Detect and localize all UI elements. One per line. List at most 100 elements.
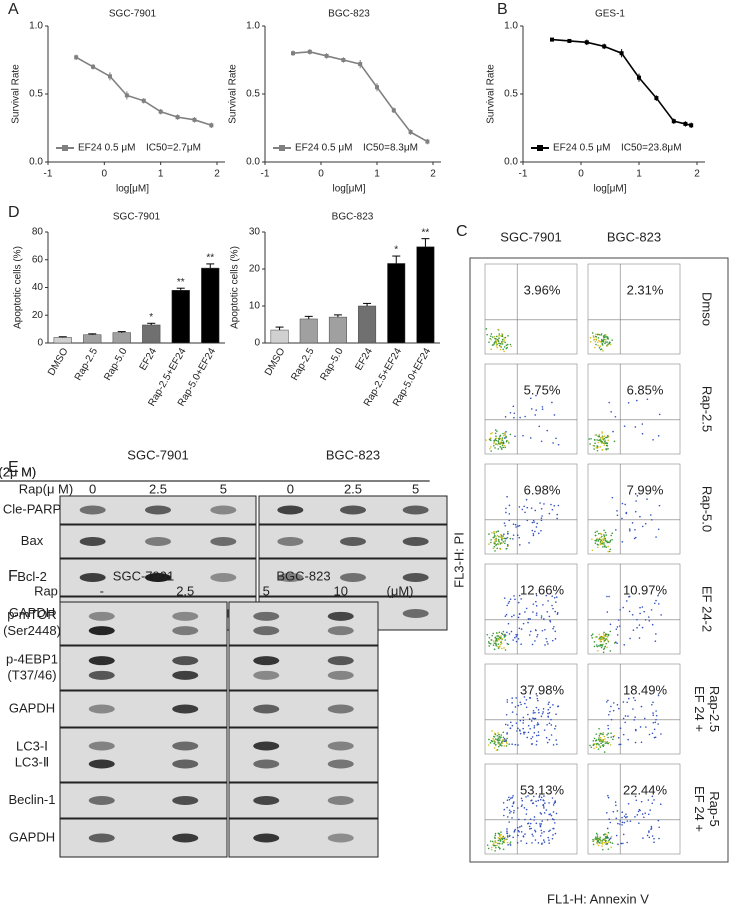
event-dot bbox=[654, 721, 657, 724]
lane-label: 0 bbox=[287, 481, 294, 496]
event-dot bbox=[494, 550, 496, 552]
bar bbox=[270, 329, 289, 344]
event-dot bbox=[542, 604, 544, 606]
blot-band bbox=[172, 626, 199, 636]
event-dot bbox=[601, 845, 603, 847]
event-dot bbox=[521, 508, 524, 511]
event-dot bbox=[631, 614, 634, 616]
event-dot bbox=[650, 609, 653, 611]
event-dot bbox=[607, 732, 610, 735]
event-dot bbox=[525, 706, 528, 709]
flow-plot bbox=[484, 263, 578, 355]
event-dot bbox=[633, 537, 636, 540]
event-dot bbox=[492, 644, 495, 646]
event-dot bbox=[501, 437, 504, 439]
x-tick-label: 2 bbox=[214, 169, 220, 180]
event-dot bbox=[520, 598, 522, 600]
event-dot bbox=[651, 623, 654, 626]
event-dot bbox=[494, 834, 497, 837]
event-dot bbox=[531, 842, 533, 844]
point bbox=[683, 121, 688, 126]
event-dot bbox=[495, 345, 498, 347]
x-tick-label: 0 bbox=[102, 169, 108, 180]
event-dot bbox=[532, 795, 535, 798]
x-tick-label: EF24 bbox=[353, 346, 375, 373]
event-dot bbox=[634, 426, 637, 428]
event-dot bbox=[603, 542, 605, 544]
event-dot bbox=[601, 638, 604, 640]
event-dot bbox=[652, 712, 654, 714]
event-dot bbox=[512, 639, 514, 641]
event-dot bbox=[489, 642, 492, 645]
blot-band bbox=[88, 670, 115, 680]
point bbox=[158, 109, 163, 114]
event-dot bbox=[617, 843, 619, 846]
event-dot bbox=[598, 333, 601, 336]
event-dot bbox=[489, 742, 492, 744]
event-dot bbox=[546, 724, 548, 726]
event-dot bbox=[594, 335, 597, 338]
event-dot bbox=[540, 440, 543, 443]
point bbox=[602, 44, 607, 49]
event-dot bbox=[508, 821, 511, 823]
event-dot bbox=[612, 709, 615, 712]
event-dot bbox=[599, 541, 602, 543]
event-dot bbox=[493, 530, 495, 533]
event-dot bbox=[500, 635, 502, 637]
event-dot bbox=[603, 639, 606, 642]
event-dot bbox=[511, 724, 514, 727]
event-dot bbox=[615, 804, 617, 807]
event-dot bbox=[534, 414, 537, 416]
event-dot bbox=[527, 731, 530, 734]
blot-band bbox=[253, 741, 280, 751]
event-dot bbox=[495, 537, 497, 540]
event-dot bbox=[504, 649, 507, 651]
event-dot bbox=[494, 832, 497, 835]
event-dot bbox=[488, 738, 490, 741]
event-dot bbox=[495, 643, 497, 646]
event-dot bbox=[508, 504, 511, 507]
event-dot bbox=[602, 538, 604, 540]
blot-band bbox=[253, 704, 280, 714]
row-label: LC3-Ⅰ bbox=[16, 738, 48, 753]
event-dot bbox=[500, 536, 503, 538]
significance: ** bbox=[206, 253, 214, 264]
event-dot bbox=[498, 437, 501, 440]
y-tick-label: 0.0 bbox=[246, 157, 260, 168]
event-dot bbox=[518, 524, 521, 527]
panel-letter: F bbox=[8, 568, 18, 585]
event-dot bbox=[507, 440, 509, 443]
event-dot bbox=[617, 736, 620, 739]
event-dot bbox=[489, 840, 492, 842]
event-dot bbox=[606, 827, 609, 830]
event-dot bbox=[493, 444, 495, 447]
event-dot bbox=[595, 644, 598, 646]
event-dot bbox=[493, 844, 496, 847]
blot-band bbox=[253, 670, 280, 680]
event-dot bbox=[632, 697, 635, 699]
event-dot bbox=[551, 639, 554, 642]
point bbox=[307, 49, 312, 54]
event-dot bbox=[597, 650, 599, 652]
event-dot bbox=[600, 440, 602, 443]
event-dot bbox=[511, 702, 513, 704]
event-dot bbox=[540, 823, 543, 825]
event-dot bbox=[509, 433, 512, 436]
event-dot bbox=[589, 340, 592, 343]
y-tick-label: 20 bbox=[249, 264, 261, 275]
event-dot bbox=[593, 448, 595, 450]
event-dot bbox=[501, 647, 503, 650]
event-dot bbox=[541, 515, 543, 517]
event-dot bbox=[618, 707, 620, 710]
event-dot bbox=[594, 333, 597, 336]
event-dot bbox=[621, 816, 623, 819]
event-dot bbox=[506, 495, 508, 498]
y-tick-label: 0.5 bbox=[246, 89, 260, 100]
event-dot bbox=[486, 844, 489, 846]
event-dot bbox=[513, 801, 515, 803]
event-dot bbox=[505, 713, 508, 716]
blot-band bbox=[172, 704, 199, 714]
event-dot bbox=[504, 639, 507, 641]
event-dot bbox=[655, 718, 657, 721]
point bbox=[341, 58, 346, 62]
